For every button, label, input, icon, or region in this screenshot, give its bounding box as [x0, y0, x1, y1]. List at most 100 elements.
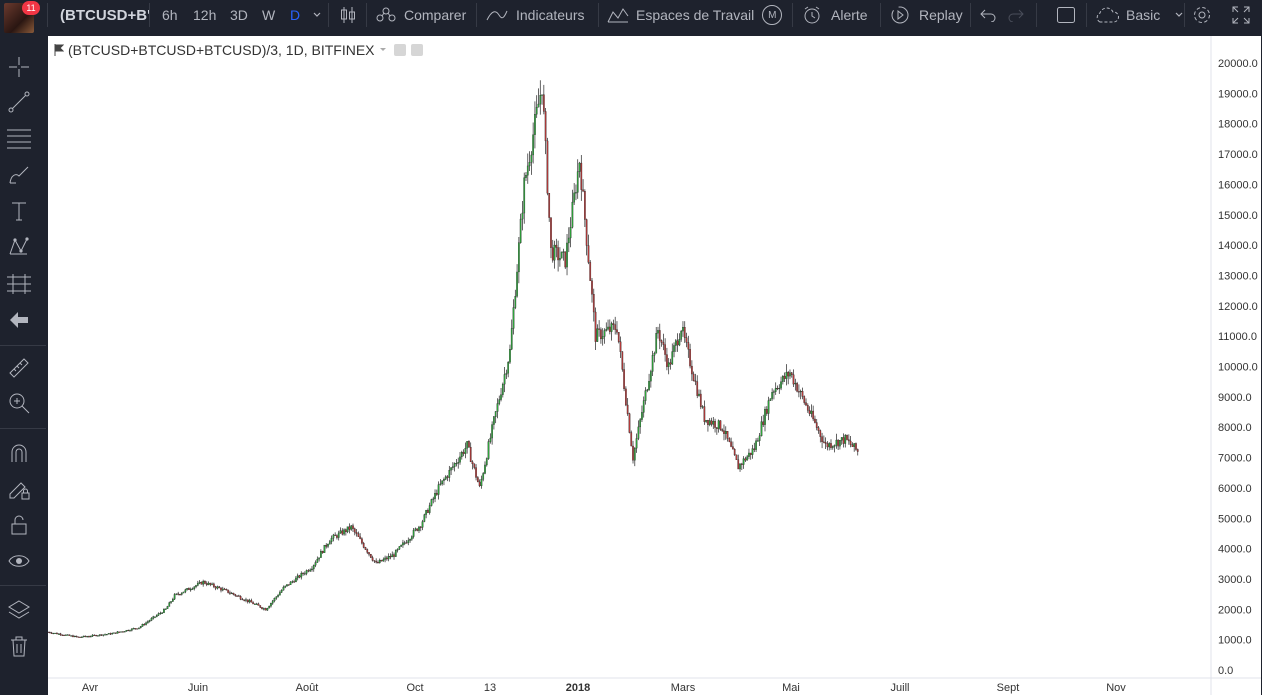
price-tick-label: 5000.0 — [1218, 513, 1252, 525]
candle-down — [658, 330, 661, 341]
interval-12h[interactable]: 12h — [193, 7, 217, 23]
expand-icon[interactable] — [1232, 0, 1250, 30]
candle-up — [651, 355, 654, 372]
candle-up — [778, 387, 781, 390]
indicators-button[interactable]: Indicateurs — [486, 0, 584, 30]
time-tick-label: Oct — [406, 682, 423, 694]
candle-up — [831, 446, 834, 448]
replay-button[interactable]: Replay — [890, 0, 963, 30]
compare-button[interactable]: Comparer — [375, 0, 466, 30]
candle-down — [740, 463, 743, 465]
price-tick-label: 4000.0 — [1218, 544, 1252, 556]
chart-legend[interactable]: (BTCUSD+BTCUSD+BTCUSD)/3, 1D, BITFINEX — [54, 42, 423, 58]
compare-icon — [376, 7, 396, 22]
candle-up — [603, 330, 606, 337]
chevron-down-icon[interactable] — [312, 0, 322, 30]
candle-up — [384, 557, 386, 560]
fib-retracement-icon[interactable] — [6, 126, 32, 152]
candle-up — [518, 242, 520, 273]
candle-up — [712, 421, 715, 425]
chart-pane[interactable]: 20000.0 19000.0 18000.0 17000.0 16000.0 15000… — [48, 36, 1261, 695]
time-axis[interactable]: Avr Juin Août Oct 13 2018 Mars Mai Juill Sept Nov — [82, 682, 1126, 694]
candle-down — [405, 542, 408, 544]
candle-down — [744, 458, 747, 461]
prediction-icon[interactable] — [6, 271, 32, 297]
candle-down — [723, 430, 725, 434]
ruler-icon[interactable] — [6, 355, 32, 381]
candle-up — [268, 605, 271, 609]
layout-button[interactable]: Basic — [1094, 0, 1184, 30]
crosshair-icon[interactable] — [6, 54, 32, 80]
alert-button[interactable]: Alerte — [802, 0, 868, 30]
price-chart[interactable]: 20000.0 19000.0 18000.0 17000.0 16000.0 15000… — [48, 36, 1261, 695]
candle-up — [339, 530, 342, 534]
candle-down — [612, 323, 615, 325]
candle-down — [177, 593, 180, 595]
magnet-icon[interactable] — [6, 440, 32, 466]
candle-down — [61, 634, 64, 636]
candle-up — [496, 403, 499, 412]
candle-up — [332, 534, 335, 539]
candle-up — [394, 550, 397, 557]
trend-line-icon[interactable] — [6, 89, 32, 115]
candle-down — [683, 327, 686, 338]
candle-up — [562, 251, 565, 253]
lock-drawing-icon[interactable] — [6, 476, 32, 502]
undo-icon[interactable] — [980, 0, 996, 30]
eye-icon[interactable] — [6, 548, 32, 574]
candle-up — [839, 440, 841, 447]
symbol-search[interactable]: (BTCUSD+B' — [60, 6, 151, 24]
candle-down — [353, 528, 356, 533]
interval-w[interactable]: W — [262, 7, 276, 23]
zoom-in-icon[interactable] — [6, 390, 32, 416]
time-tick-label: Août — [296, 682, 319, 694]
time-tick-label: Mars — [671, 682, 696, 694]
candle-down — [817, 427, 820, 431]
candle-up — [571, 201, 574, 228]
layers-icon[interactable] — [6, 597, 32, 623]
candle-up — [396, 549, 399, 551]
candle-down — [847, 439, 850, 442]
candle-up — [748, 452, 750, 457]
candle-down — [598, 328, 600, 330]
candle-up — [207, 582, 210, 585]
candle-up — [482, 473, 485, 480]
arrow-left-icon[interactable] — [6, 307, 32, 333]
top-toolbar: 11 (BTCUSD+B' 6h 12h 3D W D Comparer Ind… — [0, 0, 1262, 35]
candle-up — [534, 114, 536, 135]
candle-style-icon[interactable] — [340, 0, 356, 30]
unlock-icon[interactable] — [6, 512, 32, 538]
candle-down — [419, 526, 422, 528]
workspaces-button[interactable]: Espaces de Travail M — [607, 0, 783, 30]
price-axis[interactable]: 20000.0 19000.0 18000.0 17000.0 16000.0 15000… — [1218, 58, 1258, 677]
gear-icon[interactable] — [1192, 0, 1212, 30]
candle-up — [414, 528, 417, 531]
interval-3d[interactable]: 3D — [230, 7, 248, 23]
settings-icon[interactable] — [410, 44, 423, 56]
candle-down — [710, 420, 713, 425]
candle-down — [473, 463, 476, 468]
candle-up — [705, 420, 707, 422]
interval-d[interactable]: D — [290, 7, 301, 23]
candle-up — [159, 612, 162, 615]
text-icon[interactable] — [6, 198, 32, 224]
brush-icon[interactable] — [6, 162, 32, 188]
candle-up — [708, 420, 711, 425]
candle-up — [528, 162, 531, 167]
candle-up — [129, 630, 131, 632]
candle-down — [608, 326, 611, 332]
pattern-icon[interactable] — [6, 234, 32, 260]
candle-up — [303, 573, 306, 575]
candle-up — [378, 559, 381, 564]
candle-up — [489, 437, 492, 442]
eye-toggle-icon[interactable] — [393, 44, 406, 56]
candle-up — [519, 218, 522, 243]
candle-up — [82, 635, 85, 638]
candle-up — [300, 573, 303, 578]
redo-icon[interactable] — [1008, 0, 1024, 30]
candle-down — [737, 459, 740, 470]
trash-icon[interactable] — [6, 633, 32, 659]
candle-up — [769, 398, 772, 401]
fullscreen-layout-icon[interactable] — [1056, 0, 1076, 30]
interval-6h[interactable]: 6h — [162, 7, 178, 23]
